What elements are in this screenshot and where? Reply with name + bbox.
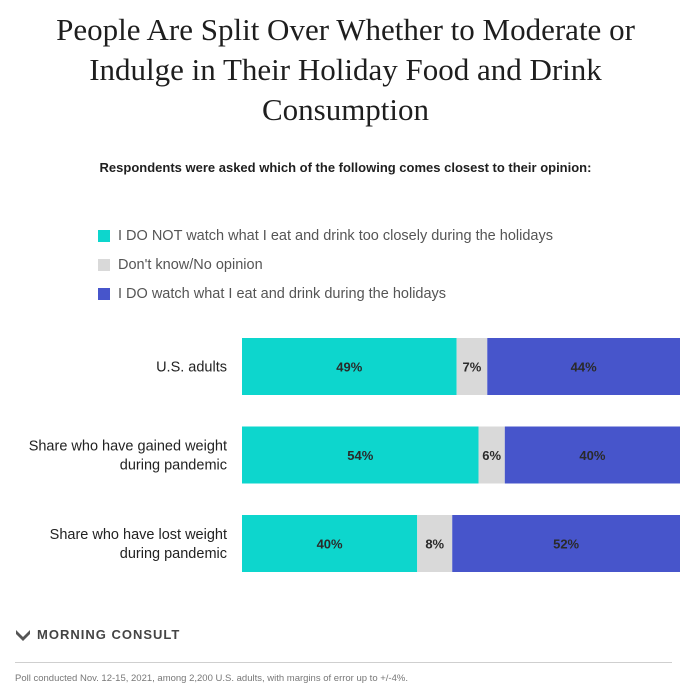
category-label-line: Share who have gained weight [29,439,227,455]
category-label-line: Share who have lost weight [50,527,227,543]
bar-us-adults-watch [487,338,680,395]
value-label-gained-weight-dont-know: 6% [482,448,501,463]
category-label-line: during pandemic [120,546,227,562]
legend-swatch-watch [98,287,110,300]
category-label-gained-weight: Share who have gained weight during pande… [29,439,227,474]
bar-us-adults-dont-know [456,338,488,395]
value-label-lost-weight-watch: 52% [553,537,579,552]
category-label-lost-weight: Share who have lost weight during pandemi… [50,527,227,562]
chart-subtitle: Respondents were asked which of the foll… [99,160,592,175]
legend-item-not-watch: I DO NOT watch what I eat and drink too … [98,221,553,250]
value-label-us-adults-watch: 44% [571,360,597,375]
legend-label-not-watch: I DO NOT watch what I eat and drink too … [118,227,553,244]
value-label-lost-weight-not-watch: 40% [317,537,343,552]
bar-lost-weight-not-watch [242,515,418,572]
value-label-lost-weight-dont-know: 8% [425,537,444,552]
morning-consult-logo-icon [16,629,30,641]
legend-swatch-not-watch [98,229,110,242]
legend-item-watch: I DO watch what I eat and drink during t… [98,279,553,308]
chart-title: People Are Split Over Whether to Moderat… [56,12,635,127]
value-label-gained-weight-watch: 40% [579,448,605,463]
brand-logo: MORNING CONSULT [15,627,180,642]
legend-item-dont-know: Don't know/No opinion [98,250,553,279]
category-label-us-adults: U.S. adults [156,360,227,376]
stacked-bar-chart: U.S. adults 49% 7% 44% Share who have gained… [29,338,680,572]
footer-divider [15,662,672,663]
category-label-line: U.S. adults [156,360,227,376]
value-label-gained-weight-not-watch: 54% [347,448,373,463]
bar-gained-weight-not-watch [242,426,479,484]
legend: I DO NOT watch what I eat and drink too … [98,221,553,308]
brand-name: MORNING CONSULT [37,627,181,642]
bar-lost-weight-watch [452,515,680,572]
legend-label-dont-know: Don't know/No opinion [118,256,263,273]
legend-swatch-dont-know [98,258,110,271]
bar-gained-weight-watch [504,426,680,484]
value-label-us-adults-not-watch: 49% [336,360,362,375]
footnote: Poll conducted Nov. 12-15, 2021, among 2… [15,673,408,684]
value-label-us-adults-dont-know: 7% [463,360,482,375]
legend-label-watch: I DO watch what I eat and drink during t… [118,285,447,302]
bar-gained-weight-dont-know [478,426,505,484]
category-label-line: during pandemic [120,458,227,474]
bar-us-adults-not-watch [242,338,457,395]
bar-lost-weight-dont-know [417,515,453,572]
